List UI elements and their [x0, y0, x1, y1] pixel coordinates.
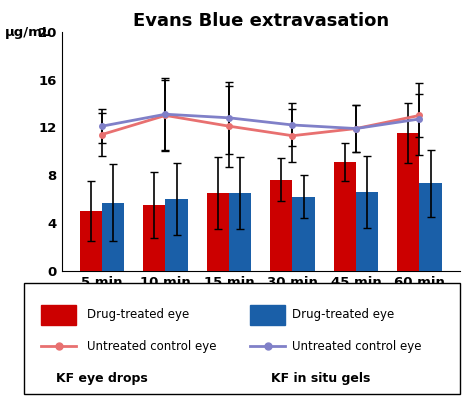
- Text: µg/mL: µg/mL: [5, 26, 51, 39]
- Text: Evans Blue extravasation: Evans Blue extravasation: [133, 12, 389, 30]
- Text: KF eye drops: KF eye drops: [56, 372, 148, 385]
- Bar: [356, 192, 378, 271]
- Text: Drug-treated eye: Drug-treated eye: [87, 308, 189, 322]
- Text: KF in situ gels: KF in situ gels: [271, 372, 370, 385]
- Bar: [143, 205, 165, 271]
- Text: Untreated control eye: Untreated control eye: [87, 339, 217, 353]
- Text: Drug-treated eye: Drug-treated eye: [292, 308, 394, 322]
- Bar: [334, 162, 356, 271]
- Bar: [102, 203, 124, 271]
- Bar: [207, 193, 229, 271]
- FancyBboxPatch shape: [41, 305, 76, 325]
- Bar: [80, 211, 102, 271]
- Bar: [292, 197, 315, 271]
- Bar: [165, 199, 188, 271]
- Bar: [229, 193, 251, 271]
- FancyBboxPatch shape: [250, 305, 285, 325]
- Bar: [419, 183, 442, 271]
- Bar: [397, 133, 419, 271]
- FancyBboxPatch shape: [24, 283, 460, 394]
- Text: Untreated control eye: Untreated control eye: [292, 339, 421, 353]
- Bar: [270, 180, 292, 271]
